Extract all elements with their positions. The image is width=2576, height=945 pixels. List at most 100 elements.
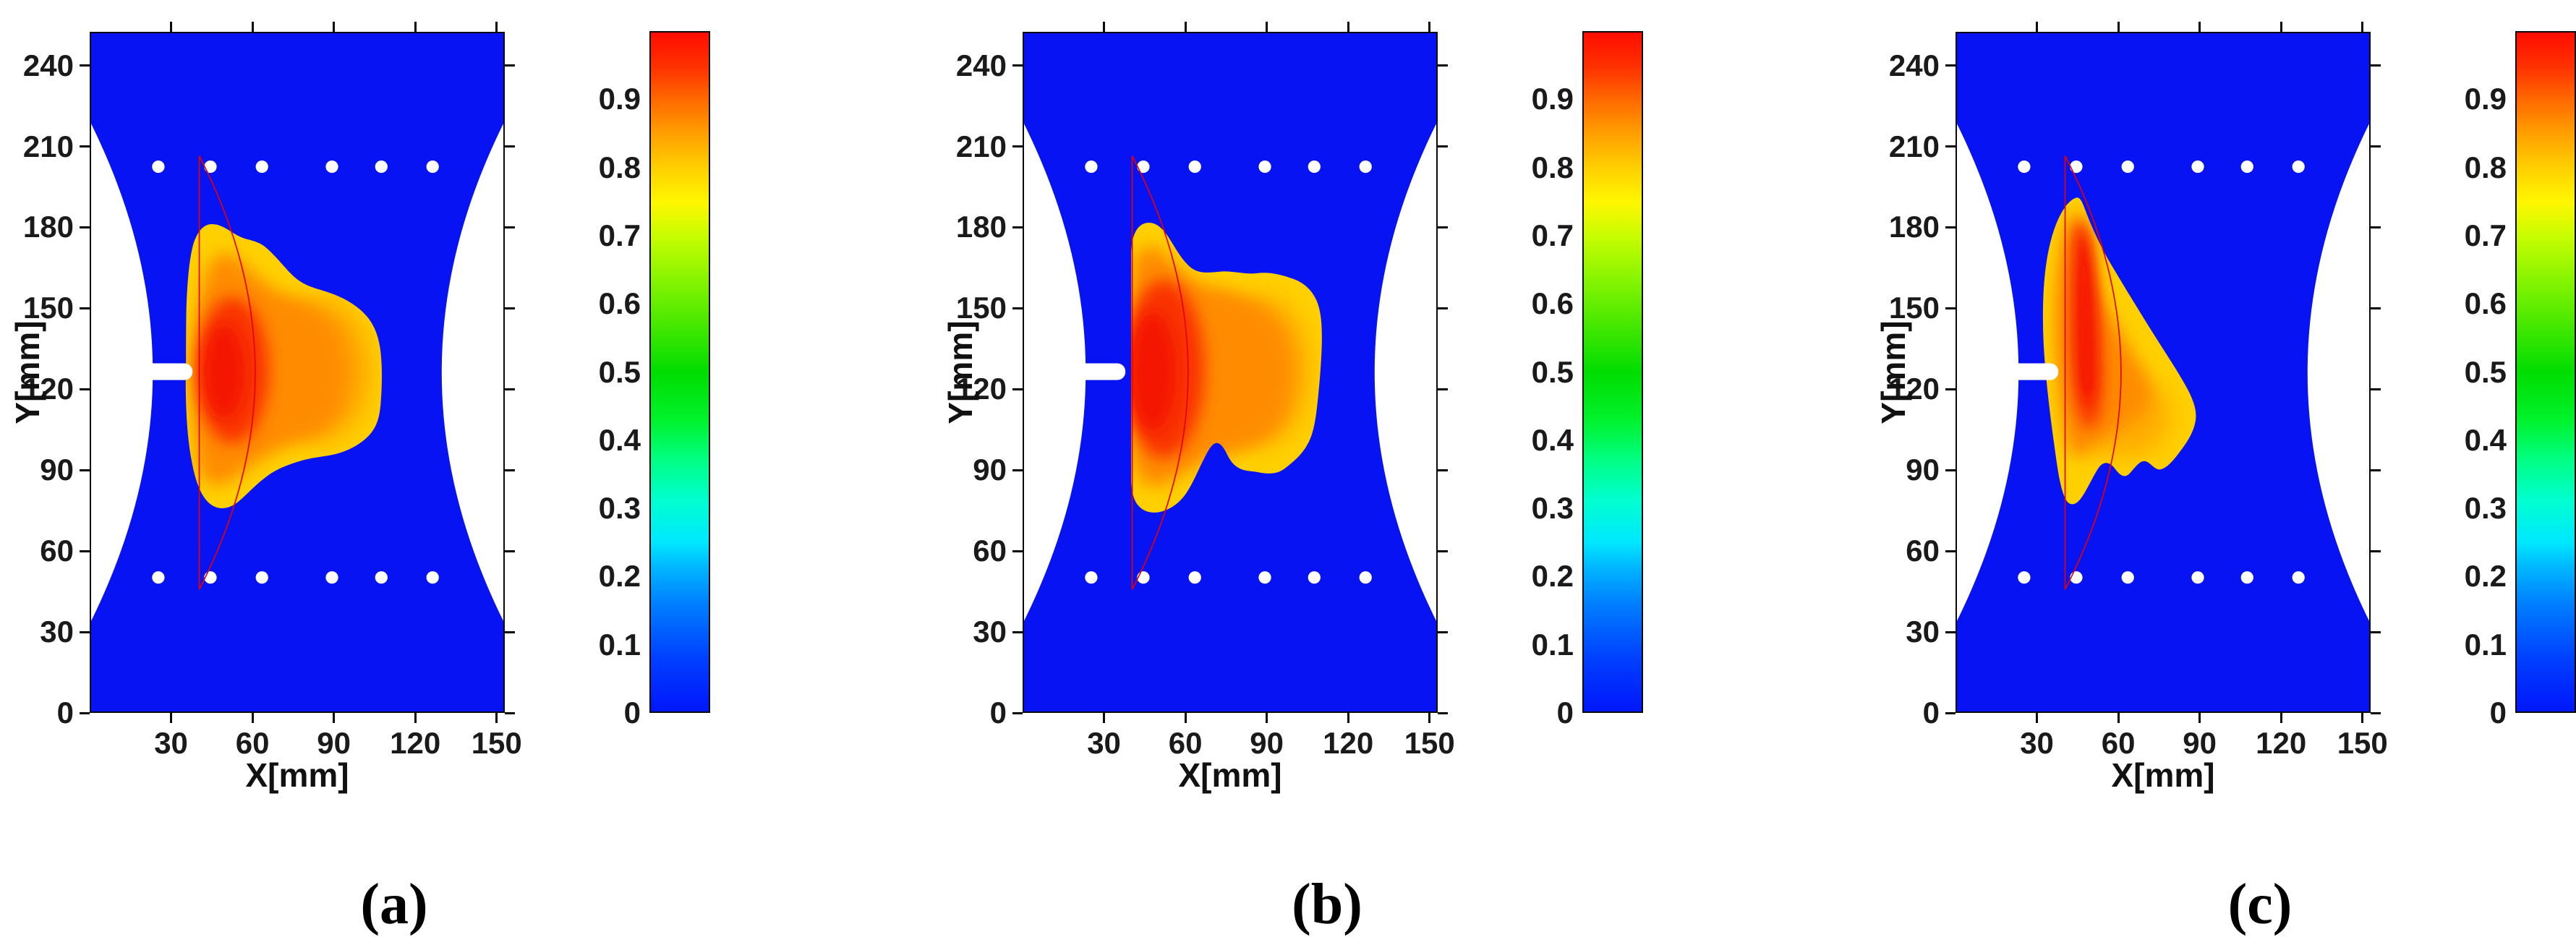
colorbar-tick-label: 0.3 [598, 491, 641, 526]
x-tick-label: 60 [1168, 726, 1203, 760]
y-axis-tick-mark [1012, 630, 1023, 633]
x-tick-label: 60 [235, 726, 270, 760]
x-axis-tick-mark-top [333, 22, 336, 32]
specimen-hole [204, 160, 217, 174]
y-axis-tick-mark-right [2371, 630, 2381, 633]
y-tick-label: 90 [40, 453, 74, 487]
specimen-hole [375, 160, 388, 174]
y-axis-tick-mark-right [1438, 550, 1448, 552]
x-axis-label: X[mm] [2111, 756, 2215, 794]
colorbar-tick-label: 0.3 [2464, 491, 2507, 526]
y-axis-tick-mark-right [1438, 711, 1448, 714]
x-axis-tick-mark [2198, 713, 2201, 723]
y-tick-label: 30 [973, 615, 1007, 649]
colorbar-tick-label: 0.7 [598, 218, 641, 252]
y-axis-label: Y[mm] [1875, 320, 1912, 424]
x-axis-tick-mark-top [1347, 22, 1349, 32]
damage-gradient-layer [2076, 230, 2095, 401]
specimen-hole [1258, 160, 1271, 174]
y-tick-label: 60 [973, 534, 1007, 568]
specimen-heatmap [1023, 32, 1438, 713]
specimen-boundary-cutout-right [441, 121, 505, 624]
colorbar-tick-label: 0.9 [598, 82, 641, 116]
colorbar-tick-label: 0.2 [2464, 559, 2507, 594]
y-axis-tick-mark-right [2371, 550, 2381, 552]
colorbar-tick-label: 0.4 [1531, 422, 1574, 457]
x-tick-label: 150 [1404, 726, 1455, 760]
specimen-hole [325, 160, 338, 174]
specimen-heatmap [1956, 32, 2371, 713]
specimen-hole [1085, 571, 1098, 584]
y-axis-tick-mark-right [505, 226, 515, 228]
colorbar-tick-label: 0.8 [1531, 150, 1574, 184]
colorbar-tick-label: 0.8 [598, 150, 641, 184]
x-tick-label: 90 [1250, 726, 1284, 760]
y-tick-label: 150 [955, 291, 1007, 325]
x-axis-tick-mark [1428, 713, 1431, 723]
specimen-hole [255, 160, 268, 174]
colorbar [2515, 31, 2576, 713]
x-tick-label: 60 [2101, 726, 2136, 760]
specimen-hole [204, 571, 217, 584]
y-axis-tick-mark [1012, 307, 1023, 309]
x-axis-tick-mark-top [2361, 22, 2364, 32]
y-tick-label: 150 [22, 291, 74, 325]
specimen-hole [2240, 571, 2253, 584]
specimen-hole [2191, 571, 2204, 584]
y-axis-label: Y[mm] [9, 320, 46, 424]
y-axis-tick-mark-right [1438, 388, 1448, 390]
specimen-hole [2240, 160, 2253, 174]
x-axis-tick-mark [251, 713, 254, 723]
y-axis-tick-mark [80, 711, 90, 714]
y-axis-tick-mark [80, 469, 90, 471]
x-axis-tick-mark-top [2117, 22, 2120, 32]
x-axis-tick-mark [333, 713, 336, 723]
colorbar-tick-label: 0.8 [2464, 150, 2507, 184]
specimen-hole [2018, 160, 2031, 174]
colorbar-tick-label: 0.1 [1531, 627, 1574, 662]
y-axis-tick-mark [1945, 469, 1956, 471]
x-axis-tick-mark-top [2198, 22, 2201, 32]
y-axis-tick-mark-right [2371, 711, 2381, 714]
specimen-hole [426, 571, 439, 584]
colorbar-tick-label: 0 [2489, 696, 2507, 730]
specimen-boundary-cutout-left [90, 121, 153, 624]
y-axis-tick-mark [80, 388, 90, 390]
y-axis-tick-mark-right [1438, 226, 1448, 228]
x-tick-label: 30 [1087, 726, 1121, 760]
subplot-panel-c: 0 30 60 90 120 150 180 210 240 30 60 90 120 150 Y[mm] X… [1866, 0, 2576, 945]
specimen-hole [1085, 160, 1098, 174]
damage-gradient-layer [1131, 312, 1176, 432]
y-tick-label: 210 [1888, 129, 1940, 163]
y-axis-tick-mark-right [1438, 630, 1448, 633]
x-axis-tick-mark-top [414, 22, 417, 32]
y-tick-label: 210 [22, 129, 74, 163]
y-axis-tick-mark [1012, 388, 1023, 390]
colorbar-tick-label: 0.4 [598, 422, 641, 457]
model-contour-overlay [198, 155, 256, 590]
y-axis-tick-mark [1945, 145, 1956, 148]
y-axis-tick-mark [1012, 145, 1023, 148]
y-tick-label: 60 [40, 534, 74, 568]
colorbar-tick-label: 0.6 [2464, 286, 2507, 321]
x-axis-tick-mark-top [1184, 22, 1187, 32]
x-tick-label: 30 [154, 726, 188, 760]
specimen-boundary-cutout-left [1023, 121, 1086, 624]
colorbar-tick-label: 0.6 [1531, 286, 1574, 321]
x-axis-tick-mark-top [495, 22, 498, 32]
specimen-hole [1188, 160, 1201, 174]
x-axis-tick-mark [1184, 713, 1187, 723]
specimen-notch [142, 363, 193, 380]
x-tick-label: 150 [471, 726, 522, 760]
specimen-hole [1137, 160, 1150, 174]
specimen-hole [152, 160, 165, 174]
y-axis-tick-mark [80, 64, 90, 67]
y-axis-tick-mark [1945, 64, 1956, 67]
specimen-notch [2008, 363, 2059, 380]
specimen-hole [2121, 160, 2134, 174]
y-tick-label: 240 [955, 48, 1007, 82]
y-axis-tick-mark-right [2371, 64, 2381, 67]
colorbar-tick-label: 0.6 [598, 286, 641, 321]
y-axis-tick-mark [1012, 550, 1023, 552]
y-axis-tick-mark [1945, 307, 1956, 309]
